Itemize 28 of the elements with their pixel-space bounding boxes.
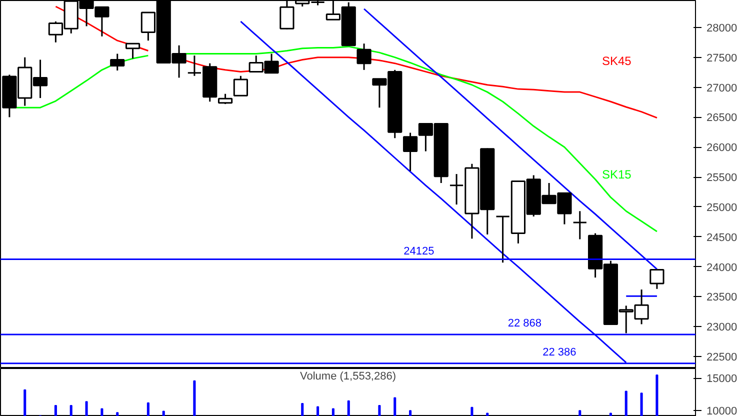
chart-title: Volume (1,553,286) bbox=[300, 370, 396, 382]
ref-line-label: 22 386 bbox=[542, 346, 576, 358]
candlestick bbox=[356, 42, 372, 71]
y-tick-label: 27500 bbox=[706, 52, 738, 64]
y-tick-label: 28000 bbox=[706, 22, 738, 34]
text: SK45 bbox=[602, 54, 632, 68]
y-tick-label: 26000 bbox=[706, 142, 738, 154]
series-label: SK15 bbox=[602, 167, 632, 182]
candlestick bbox=[572, 210, 588, 240]
y-tick-label: 15000 bbox=[706, 373, 738, 386]
y-tick-label: 10000 bbox=[706, 406, 738, 416]
y-tick-label: 27000 bbox=[706, 82, 738, 94]
y-tick-label: 26500 bbox=[706, 112, 738, 124]
y-tick-label: 25000 bbox=[706, 202, 738, 214]
y-tick-label: 24500 bbox=[706, 232, 738, 244]
candlestick bbox=[110, 53, 125, 72]
candlestick bbox=[233, 75, 248, 96]
y-tick-label: 24000 bbox=[706, 262, 738, 274]
candlestick bbox=[218, 93, 233, 105]
candlestick bbox=[650, 269, 664, 290]
candlestick bbox=[125, 42, 140, 60]
y-tick-label: 22500 bbox=[706, 352, 738, 364]
y-tick-label: 25500 bbox=[706, 172, 738, 184]
ref-line-label: 24125 bbox=[404, 245, 434, 258]
y-tick-label: 23000 bbox=[706, 322, 738, 334]
ref-line-label: 22 868 bbox=[508, 318, 542, 330]
y-tick-label: 23500 bbox=[706, 292, 738, 304]
candlestick bbox=[402, 132, 418, 172]
